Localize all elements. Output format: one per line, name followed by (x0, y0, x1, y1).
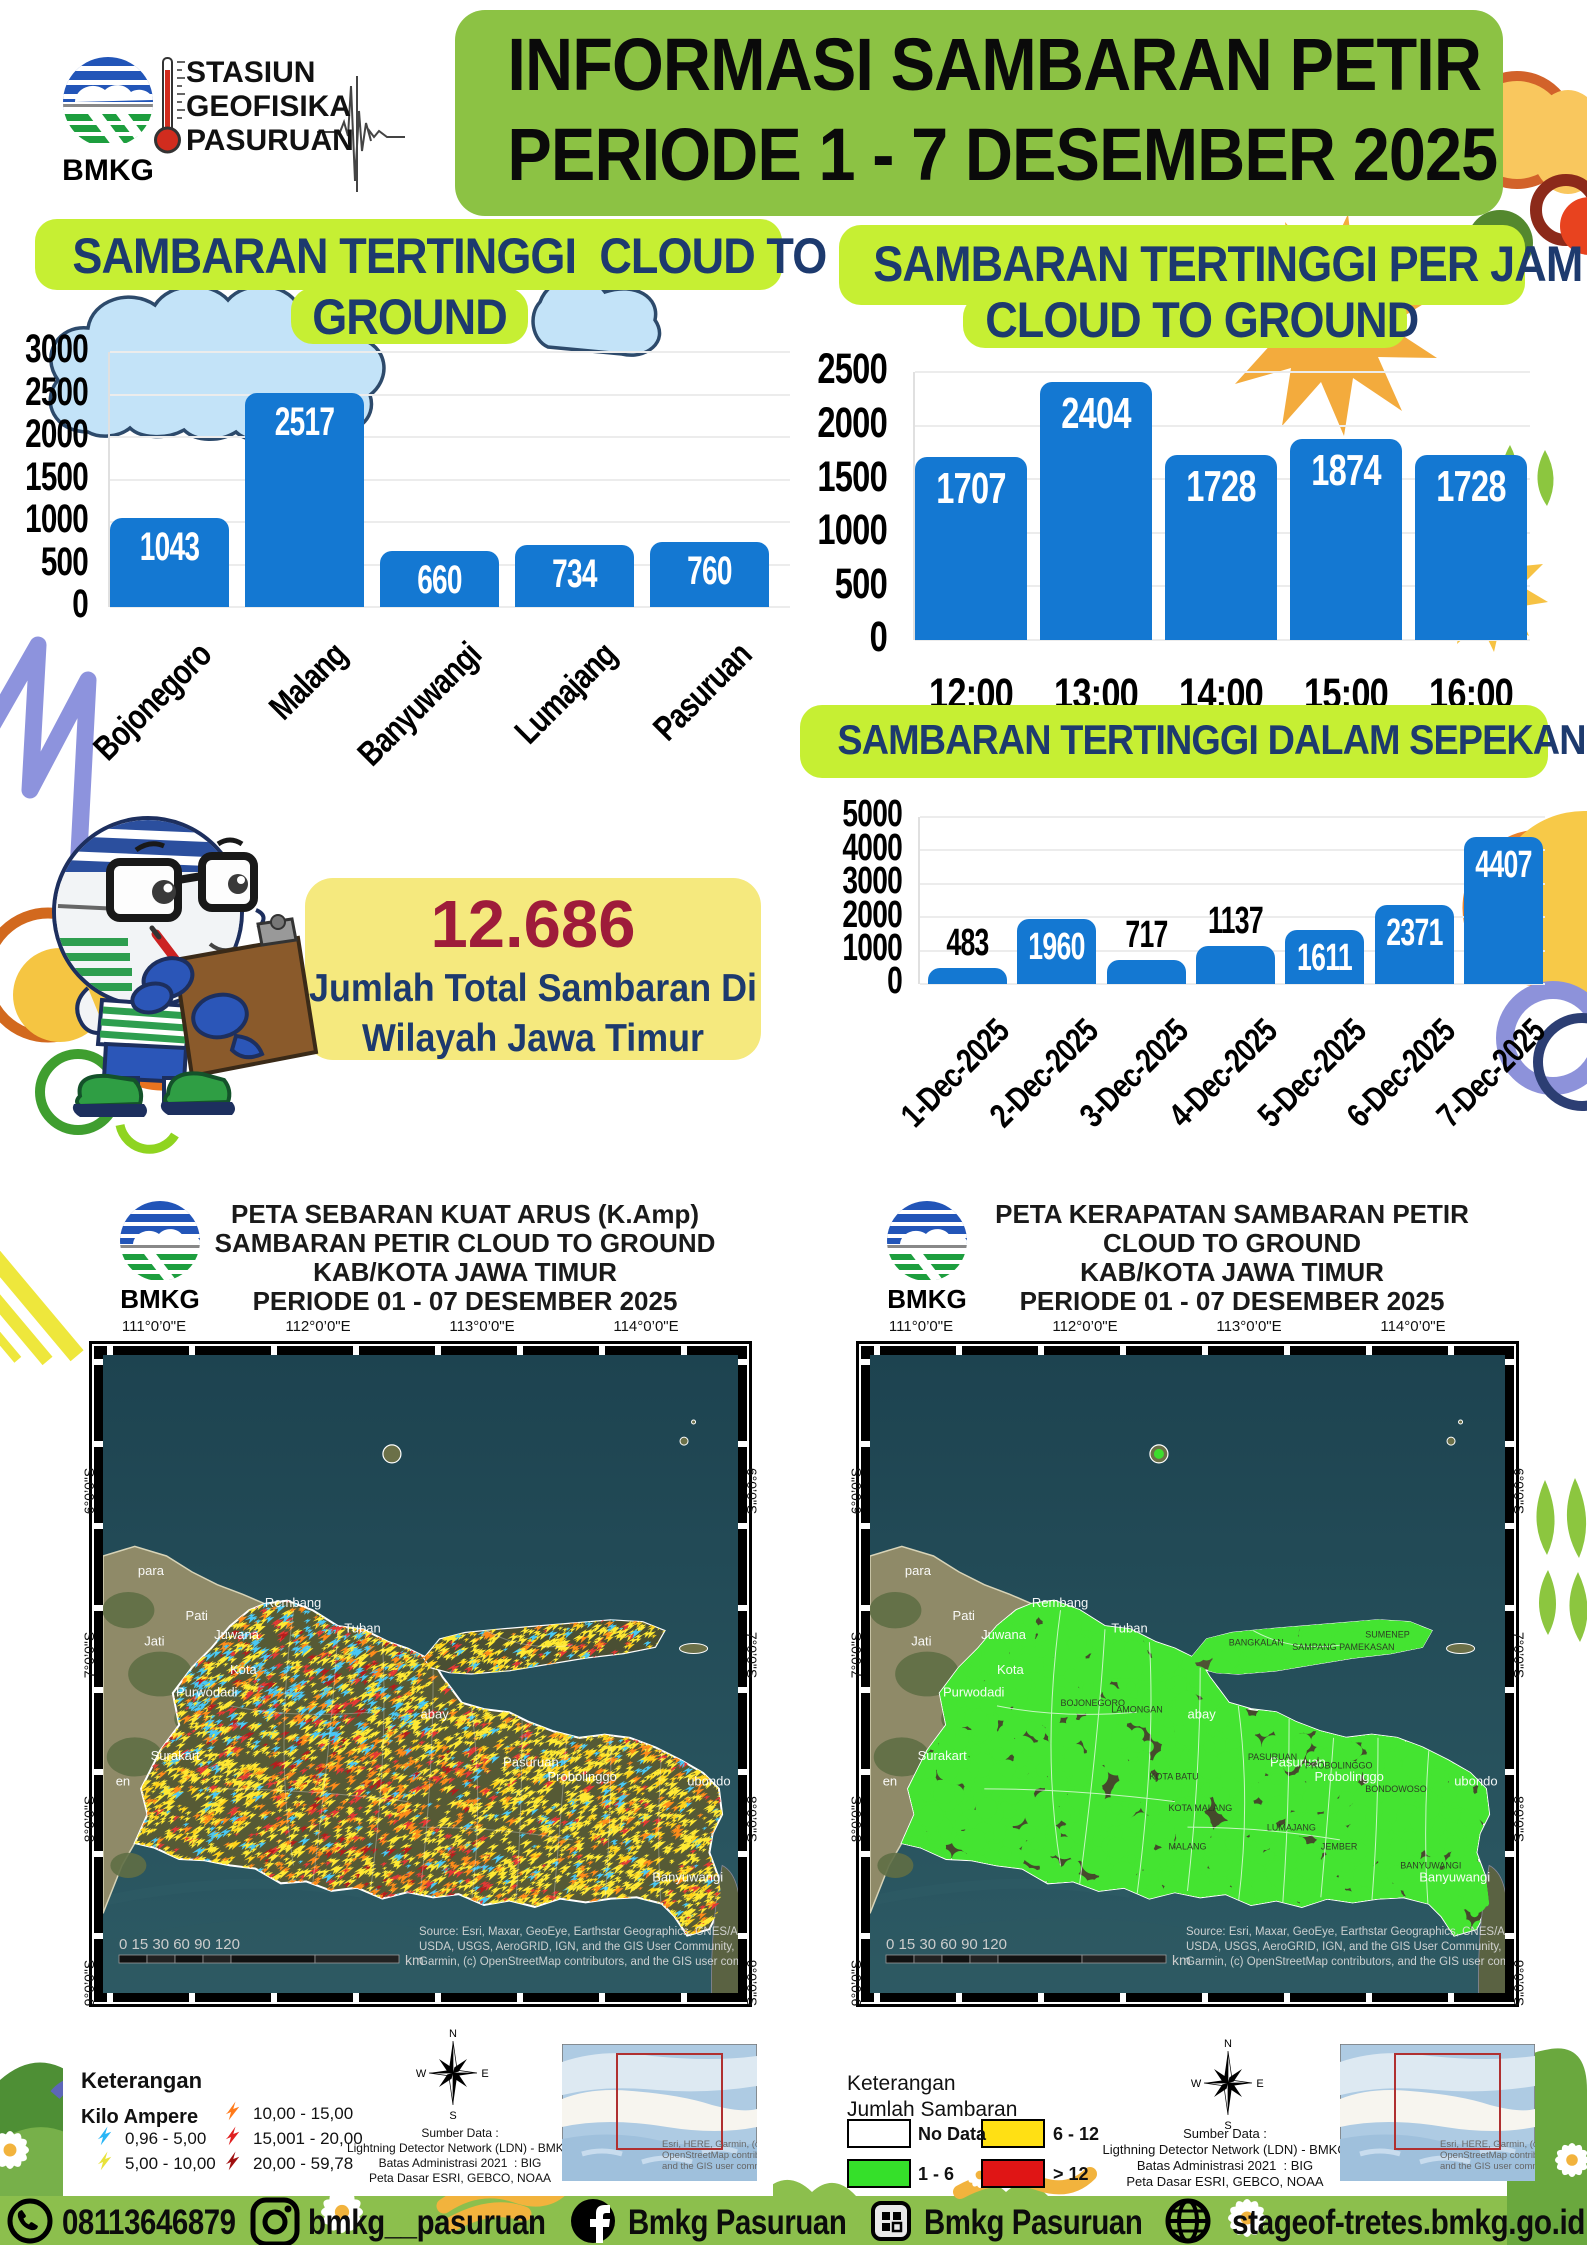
svg-text:LUMAJANG: LUMAJANG (1267, 1822, 1316, 1832)
svg-text:JEMBER: JEMBER (1321, 1841, 1358, 1851)
svg-text:MALANG: MALANG (1168, 1841, 1206, 1851)
svg-text:Kota: Kota (997, 1662, 1025, 1677)
svg-text:Surakart: Surakart (151, 1748, 201, 1763)
svg-text:LAMONGAN: LAMONGAN (1111, 1704, 1163, 1714)
svg-text:Pati: Pati (953, 1608, 976, 1623)
svg-text:USDA, USGS, AeroGRID, IGN, and: USDA, USGS, AeroGRID, IGN, and the GIS U… (419, 1941, 752, 1953)
svg-text:abay: abay (421, 1707, 450, 1722)
svg-text:ubondo: ubondo (687, 1774, 730, 1789)
svg-text:Purwodadi: Purwodadi (943, 1684, 1005, 1699)
svg-text:USDA, USGS, AeroGRID, IGN, and: USDA, USGS, AeroGRID, IGN, and the GIS U… (1186, 1941, 1519, 1953)
svg-text:Garmin, (c) OpenStreetMap cont: Garmin, (c) OpenStreetMap contributors, … (1186, 1956, 1519, 1968)
svg-text:Tuban: Tuban (1111, 1621, 1147, 1636)
svg-text:BMKG: BMKG (62, 154, 154, 187)
svg-text:Garmin, (c) OpenStreetMap cont: Garmin, (c) OpenStreetMap contributors, … (419, 1956, 752, 1968)
svg-text:en: en (883, 1774, 897, 1789)
svg-text:abay: abay (1188, 1707, 1217, 1722)
svg-text:Jati: Jati (144, 1633, 164, 1648)
svg-text:PASURUAN: PASURUAN (1248, 1752, 1297, 1762)
svg-text:and the GIS user community: and the GIS user community (662, 2161, 757, 2172)
svg-text:Jati: Jati (911, 1633, 931, 1648)
svg-text:Tuban: Tuban (344, 1621, 380, 1636)
svg-text:KOTA BATU: KOTA BATU (1149, 1771, 1198, 1781)
svg-text:PROBOLINGGO: PROBOLINGGO (1305, 1760, 1373, 1770)
svg-text:0 15 30 60 90: 0 15 30 60 90 120 (886, 1936, 1007, 1953)
svg-text:Rembang: Rembang (265, 1595, 321, 1610)
svg-text:Source: Esri, Maxar, GeoEye, E: Source: Esri, Maxar, GeoEye, Earthstar G… (1186, 1926, 1519, 1938)
svg-text:para: para (138, 1563, 165, 1578)
svg-text:Source: Esri, Maxar, GeoEye, E: Source: Esri, Maxar, GeoEye, Earthstar G… (419, 1926, 752, 1938)
svg-text:Probolinggo: Probolinggo (1315, 1769, 1384, 1784)
svg-text:BONDOWOSO: BONDOWOSO (1365, 1784, 1427, 1794)
svg-text:Juwana: Juwana (214, 1627, 260, 1642)
svg-text:and the GIS user community: and the GIS user community (1440, 2161, 1535, 2172)
svg-text:Purwodadi: Purwodadi (176, 1684, 238, 1699)
svg-text:BANYUWANGI: BANYUWANGI (1400, 1861, 1461, 1871)
svg-text:BANGKALAN: BANGKALAN (1229, 1637, 1284, 1647)
svg-text:OpenStreetMap contributors,: OpenStreetMap contributors, (1440, 2150, 1535, 2161)
svg-text:Probolinggo: Probolinggo (548, 1769, 617, 1784)
svg-text:ubondo: ubondo (1454, 1774, 1497, 1789)
svg-text:0 15 30 60 90: 0 15 30 60 90 120 (119, 1936, 240, 1953)
svg-text:KOTA MALANG: KOTA MALANG (1168, 1803, 1232, 1813)
svg-text:Esri, HERE, Garmin, (c): Esri, HERE, Garmin, (c) (662, 2139, 757, 2150)
svg-text:para: para (905, 1563, 932, 1578)
svg-text:km: km (405, 1952, 424, 1968)
svg-text:SAMPANG PAMEKASAN: SAMPANG PAMEKASAN (1292, 1642, 1394, 1652)
svg-text:Banyuwangi: Banyuwangi (652, 1869, 723, 1884)
svg-text:Pati: Pati (186, 1608, 209, 1623)
svg-text:Banyuwangi: Banyuwangi (1419, 1869, 1490, 1884)
svg-text:Esri, HERE, Garmin, (c): Esri, HERE, Garmin, (c) (1440, 2139, 1535, 2150)
svg-text:OpenStreetMap contributors,: OpenStreetMap contributors, (662, 2150, 757, 2161)
svg-text:Juwana: Juwana (981, 1627, 1027, 1642)
svg-text:Kota: Kota (230, 1662, 258, 1677)
svg-text:Surakart: Surakart (918, 1748, 968, 1763)
svg-text:SUMENEP: SUMENEP (1365, 1630, 1410, 1640)
svg-text:Pasuruan: Pasuruan (503, 1755, 559, 1770)
svg-text:en: en (116, 1774, 130, 1789)
svg-text:Rembang: Rembang (1032, 1595, 1088, 1610)
